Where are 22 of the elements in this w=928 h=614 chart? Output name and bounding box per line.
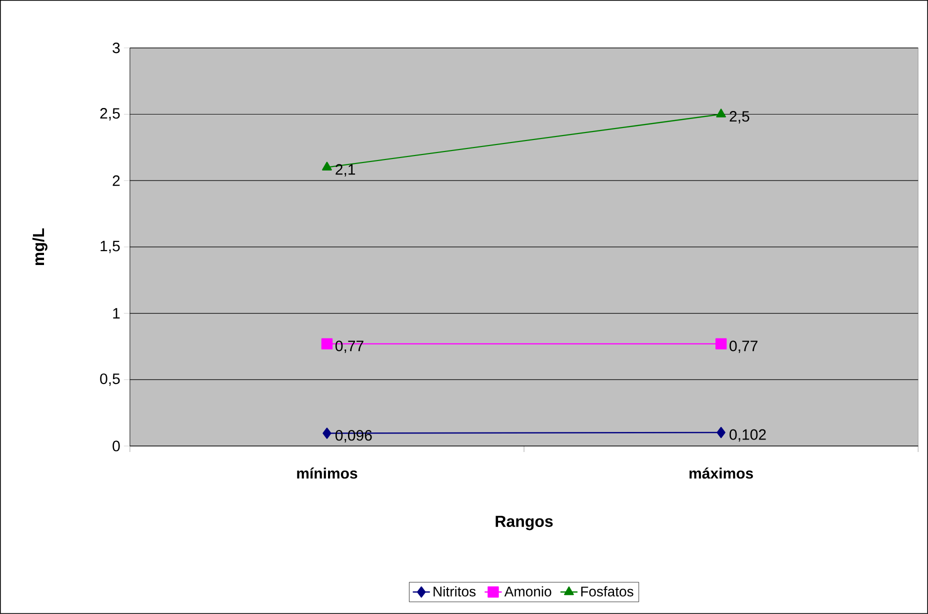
y-tick-label: 3 <box>112 42 120 54</box>
x-tick-label: máximos <box>690 468 753 479</box>
y-tick-label: 2 <box>112 175 120 186</box>
y-tick-label: 1 <box>113 308 120 318</box>
x-axis-title: Rangos <box>496 516 553 530</box>
data-label: 2,1 <box>336 164 356 177</box>
y-tick-label: 0,5 <box>100 373 120 386</box>
data-label: 0,77 <box>730 340 758 354</box>
x-tick-label: mínimos <box>297 468 358 479</box>
point <box>322 428 332 439</box>
y-tick-label: 1,5 <box>100 240 120 254</box>
point <box>321 338 333 350</box>
data-label: 0,102 <box>730 429 766 442</box>
y-tick-label: 2,5 <box>100 108 120 120</box>
point <box>715 338 727 350</box>
y-tick-label: 0 <box>112 440 120 452</box>
legend-label: Amonio <box>504 586 552 597</box>
y-axis-title: mg/L <box>32 228 48 266</box>
data-label: 2,5 <box>730 111 750 124</box>
point <box>716 426 726 438</box>
legend-label: Nitritos <box>434 586 476 597</box>
legend-label: Fosfatos <box>581 586 634 597</box>
